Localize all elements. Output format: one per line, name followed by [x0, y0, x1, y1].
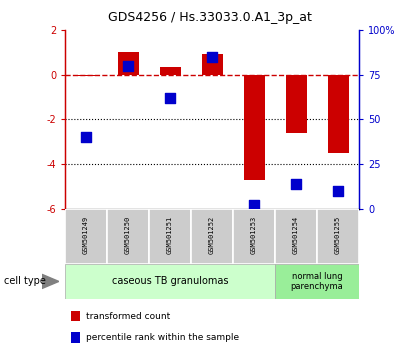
Text: normal lung
parenchyma: normal lung parenchyma — [291, 272, 344, 291]
FancyBboxPatch shape — [275, 209, 317, 264]
Bar — [160, 67, 181, 75]
Bar — [71, 332, 80, 343]
FancyBboxPatch shape — [65, 209, 107, 264]
Text: GSM501253: GSM501253 — [251, 216, 257, 254]
Bar — [71, 311, 80, 321]
Bar — [76, 75, 97, 76]
FancyBboxPatch shape — [65, 264, 275, 299]
Bar — [328, 75, 349, 153]
FancyBboxPatch shape — [191, 209, 233, 264]
Text: percentile rank within the sample: percentile rank within the sample — [86, 333, 239, 342]
Polygon shape — [42, 274, 59, 289]
FancyBboxPatch shape — [233, 209, 275, 264]
Point — [335, 188, 341, 194]
Text: GSM501250: GSM501250 — [125, 216, 131, 254]
Bar — [286, 75, 307, 133]
Text: GSM501252: GSM501252 — [209, 216, 215, 254]
Bar — [118, 52, 139, 75]
Text: GDS4256 / Hs.33033.0.A1_3p_at: GDS4256 / Hs.33033.0.A1_3p_at — [108, 11, 312, 24]
Text: GSM501255: GSM501255 — [335, 216, 341, 254]
Text: GSM501251: GSM501251 — [167, 216, 173, 254]
Bar — [244, 75, 265, 180]
Text: GSM501254: GSM501254 — [293, 216, 299, 254]
Text: transformed count: transformed count — [86, 312, 170, 321]
Point — [209, 54, 215, 60]
FancyBboxPatch shape — [149, 209, 191, 264]
FancyBboxPatch shape — [275, 264, 359, 299]
Point — [251, 202, 257, 208]
Text: caseous TB granulomas: caseous TB granulomas — [112, 276, 228, 286]
Point — [293, 181, 299, 187]
Point — [83, 135, 89, 140]
FancyBboxPatch shape — [317, 209, 359, 264]
Text: cell type: cell type — [4, 276, 46, 286]
Point — [125, 63, 131, 69]
Bar — [202, 53, 223, 75]
Text: GSM501249: GSM501249 — [83, 216, 89, 254]
FancyBboxPatch shape — [107, 209, 149, 264]
Point — [167, 95, 173, 101]
